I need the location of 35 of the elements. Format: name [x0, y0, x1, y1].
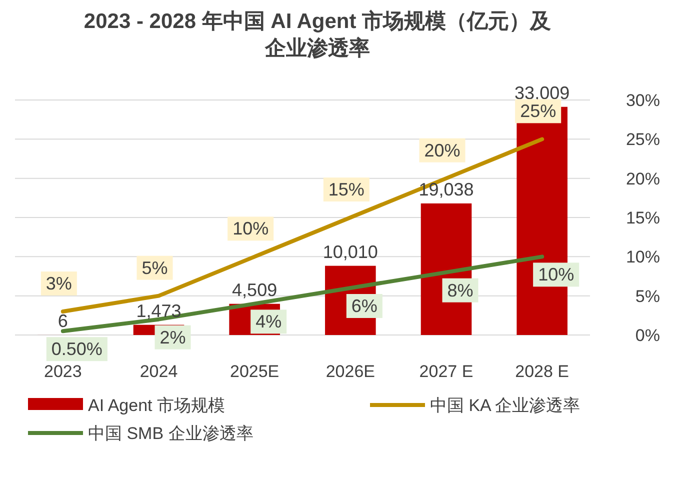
- data-label: 10%: [538, 264, 574, 285]
- y2-tick-label: 15%: [626, 208, 660, 228]
- y2-tick-label: 0%: [635, 326, 660, 345]
- data-label: 25%: [520, 101, 556, 122]
- data-label: 15%: [328, 180, 364, 200]
- data-label: 3%: [46, 274, 72, 294]
- data-label: 4%: [256, 312, 282, 332]
- legend-label: 中国 KA 企业渗透率: [430, 396, 580, 415]
- data-label: 33,009: [514, 82, 570, 103]
- legend-label: 中国 SMB 企业渗透率: [88, 424, 254, 443]
- x-tick-label: 2024: [140, 362, 178, 381]
- x-tick-label: 2028 E: [515, 362, 570, 381]
- data-label: 0.50%: [51, 339, 102, 360]
- x-tick-label: 2027 E: [419, 362, 474, 381]
- legend-label: AI Agent 市场规模: [88, 396, 225, 415]
- y2-tick-label: 20%: [626, 169, 660, 188]
- data-label: 19,038: [418, 179, 474, 200]
- y2-tick-label: 25%: [626, 130, 660, 150]
- data-label: 5%: [142, 258, 168, 278]
- x-tick-label: 2023: [44, 362, 82, 381]
- x-tick-label: 2025E: [230, 362, 280, 381]
- data-label: 6%: [351, 296, 378, 316]
- y2-tick-label: 30%: [626, 91, 660, 110]
- data-label: 4,509: [232, 280, 278, 300]
- data-label: 10%: [232, 218, 269, 239]
- data-label: 20%: [424, 140, 460, 160]
- y2-tick-label: 5%: [635, 286, 660, 306]
- data-label: 1,473: [136, 300, 182, 321]
- data-label: 8%: [447, 280, 474, 300]
- y2-tick-label: 10%: [626, 248, 660, 267]
- title: 2023 - 2028 年中国 AI Agent 市场规模（亿元）及企业渗透率: [84, 10, 552, 60]
- data-label: 6: [58, 310, 68, 331]
- x-tick-label: 2026E: [326, 362, 376, 381]
- data-label: 2%: [160, 327, 186, 348]
- data-label: 10,010: [322, 242, 378, 262]
